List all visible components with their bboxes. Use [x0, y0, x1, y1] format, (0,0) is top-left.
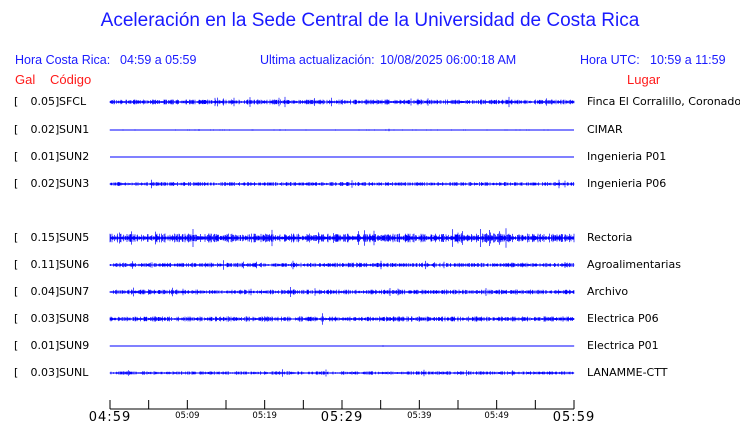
- trace-waveform: [109, 369, 575, 377]
- station-gal-bracket-close: ]: [55, 177, 60, 190]
- station-code: SUN5: [59, 231, 90, 244]
- hora-costa-rica-value: 04:59 a 05:59: [120, 53, 197, 67]
- station-gal-bracket-close: ]: [55, 312, 60, 325]
- trace-sun5: [109, 228, 575, 248]
- trace-sun1: [109, 128, 574, 132]
- lugar-header: Lugar: [627, 72, 661, 87]
- trace-sun3: [109, 179, 575, 189]
- trace-sunl: [109, 369, 575, 377]
- station-code: SUN3: [59, 177, 90, 190]
- station-gal: 0.01: [30, 150, 56, 163]
- station-gal-bracket-close: ]: [55, 95, 60, 108]
- time-axis: 04:59 05:09 05:19 05:29 05:39 05:49 05:59: [89, 400, 595, 423]
- trace-sun7: [109, 287, 575, 297]
- trace-waveform: [109, 228, 575, 248]
- trace-waveform: [109, 179, 575, 189]
- gal-header: Gal: [15, 72, 36, 87]
- trace-waveform: [109, 313, 575, 325]
- station-place: Electrica P01: [587, 339, 659, 352]
- station-code: SUNL: [59, 366, 89, 379]
- axis-tick-label: 05:09: [175, 411, 200, 421]
- axis-tick-label: 04:59: [89, 410, 131, 423]
- axis-tick-label: 05:49: [484, 411, 509, 421]
- station-code: SFCL: [59, 95, 87, 108]
- station-gal-bracket-close: ]: [55, 366, 60, 379]
- station-gal-bracket-close: ]: [55, 285, 60, 298]
- station-gal: 0.04: [30, 285, 56, 298]
- station-gal-bracket: [: [14, 123, 19, 136]
- station-gal-bracket: [: [14, 312, 19, 325]
- station-place: Ingenieria P06: [587, 177, 667, 190]
- ultima-actualizacion-value: 10/08/2025 06:00:18 AM: [380, 53, 517, 67]
- station-code: SUN1: [59, 123, 90, 136]
- axis-tick-label: 05:59: [553, 410, 595, 423]
- station-gal-bracket: [: [14, 95, 19, 108]
- axis-tick-label: 05:39: [407, 411, 432, 421]
- station-gal: 0.15: [30, 231, 56, 244]
- station-place: Ingenieria P01: [587, 150, 667, 163]
- station-code: SUN8: [59, 312, 90, 325]
- station-gal-bracket: [: [14, 231, 19, 244]
- station-gal: 0.02: [30, 177, 56, 190]
- trace-sun9: [109, 345, 575, 347]
- station-gal-bracket-close: ]: [55, 150, 60, 163]
- axis-tick-label: 05:19: [252, 411, 277, 421]
- station-place: Archivo: [587, 285, 629, 298]
- station-code: SUN2: [59, 150, 90, 163]
- page-title: Aceleración en la Sede Central de la Uni…: [100, 10, 640, 31]
- trace-sfcl: [109, 96, 575, 108]
- station-gal-bracket: [: [14, 258, 19, 271]
- station-gal-bracket: [: [14, 150, 19, 163]
- trace-waveform: [109, 128, 571, 132]
- trace-waveform: [109, 345, 575, 347]
- trace-sun6: [109, 260, 575, 270]
- hora-costa-rica-label: Hora Costa Rica:: [15, 53, 111, 67]
- station-gal: 0.02: [30, 123, 56, 136]
- station-place: CIMAR: [587, 123, 623, 136]
- station-gal: 0.03: [30, 366, 56, 379]
- station-gal-bracket-close: ]: [55, 123, 60, 136]
- hora-utc-value: 10:59 a 11:59: [650, 53, 726, 67]
- station-gal-bracket-close: ]: [55, 339, 60, 352]
- trace-waveform: [109, 96, 575, 108]
- ultima-actualizacion-label: Ultima actualización:: [260, 53, 375, 67]
- station-gal-bracket-close: ]: [55, 258, 60, 271]
- station-gal: 0.01: [30, 339, 56, 352]
- hora-utc-label: Hora UTC:: [580, 53, 640, 67]
- station-place: Rectoria: [587, 231, 633, 244]
- station-gal-bracket: [: [14, 285, 19, 298]
- station-code: SUN9: [59, 339, 90, 352]
- trace-waveform: [109, 287, 575, 297]
- station-place: LANAMME-CTT: [587, 366, 668, 379]
- station-code: SUN7: [59, 285, 90, 298]
- station-gal-bracket: [: [14, 339, 19, 352]
- trace-sun8: [109, 313, 575, 325]
- station-gal: 0.05: [30, 95, 56, 108]
- station-gal-bracket-close: ]: [55, 231, 60, 244]
- station-place: Finca El Corralillo, Coronado: [587, 95, 740, 108]
- station-place: Electrica P06: [587, 312, 659, 325]
- codigo-header: Código: [50, 72, 92, 87]
- station-gal-bracket: [: [14, 177, 19, 190]
- station-gal: 0.03: [30, 312, 56, 325]
- axis-tick-label: 05:29: [321, 410, 363, 423]
- trace-waveform: [109, 260, 575, 270]
- station-gal: 0.11: [30, 258, 56, 271]
- station-place: Agroalimentarias: [587, 258, 681, 271]
- station-gal-bracket: [: [14, 366, 19, 379]
- station-code: SUN6: [59, 258, 90, 271]
